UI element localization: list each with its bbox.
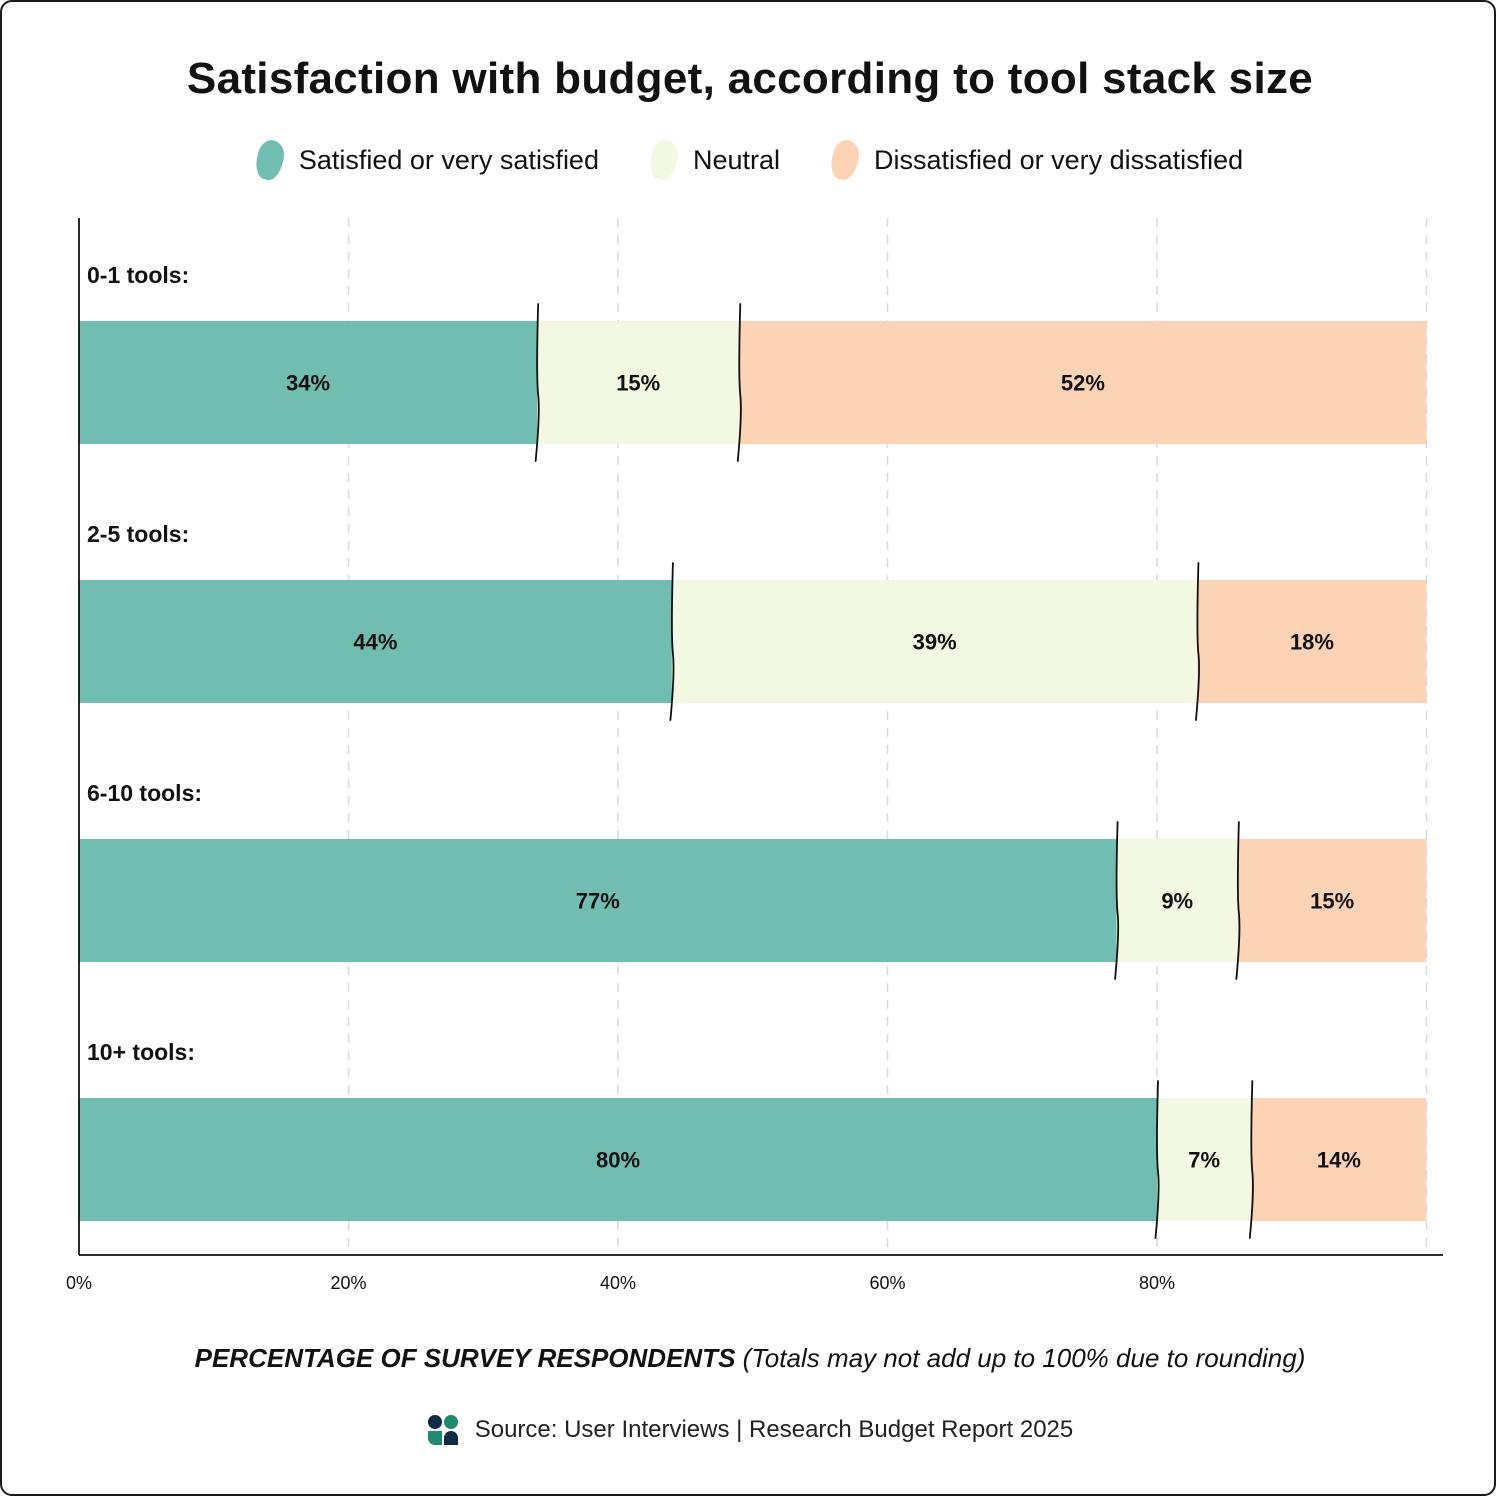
- bar-segment: [79, 580, 672, 703]
- x-tick-label: 20%: [330, 1273, 366, 1293]
- data-label: 15%: [616, 371, 660, 396]
- legend-item-neutral: Neutral: [647, 137, 781, 183]
- segment-divider: [1195, 562, 1200, 721]
- data-label: 52%: [1061, 371, 1105, 396]
- source-line: Source: User Interviews | Research Budge…: [0, 1414, 1500, 1446]
- bar-segment: [79, 839, 1117, 962]
- legend-label-dissatisfied: Dissatisfied or very dissatisfied: [874, 144, 1244, 175]
- bar-segment: [79, 1098, 1157, 1221]
- x-axis-caption: PERCENTAGE OF SURVEY RESPONDENTS (Totals…: [0, 1343, 1500, 1374]
- segment-divider: [1235, 821, 1241, 980]
- data-label: 18%: [1290, 630, 1334, 655]
- bar-segment: [1251, 1098, 1427, 1221]
- legend: Satisfied or very satisfied Neutral Diss…: [0, 137, 1500, 183]
- segment-divider: [1114, 821, 1120, 980]
- data-label: 34%: [286, 371, 330, 396]
- segment-divider: [736, 303, 742, 462]
- chart-title: Satisfaction with budget, according to t…: [186, 54, 1314, 103]
- category-label: 10+ tools:: [87, 1039, 195, 1065]
- bar-segment: [79, 321, 538, 444]
- legend-item-dissatisfied: Dissatisfied or very dissatisfied: [828, 137, 1244, 183]
- category-label: 0-1 tools:: [87, 262, 189, 288]
- bar-segment: [537, 321, 740, 444]
- legend-label-neutral: Neutral: [692, 144, 781, 175]
- category-label: 6-10 tools:: [87, 780, 202, 806]
- x-axis-note: (Totals may not add up to 100% due to ro…: [742, 1343, 1306, 1373]
- data-label: 7%: [1188, 1148, 1220, 1173]
- data-label: 39%: [913, 630, 957, 655]
- bar-segment: [671, 580, 1198, 703]
- source-text: Source: User Interviews | Research Budge…: [474, 1416, 1074, 1443]
- legend-label-satisfied: Satisfied or very satisfied: [298, 144, 599, 175]
- data-label: 80%: [596, 1148, 640, 1173]
- bar-segment: [1237, 839, 1427, 962]
- bar-segment: [739, 321, 1427, 444]
- x-tick-label: 60%: [869, 1273, 905, 1293]
- segment-divider: [1248, 1080, 1254, 1239]
- x-tick-label: 0%: [66, 1273, 92, 1293]
- user-interviews-logo-icon: [427, 1415, 458, 1445]
- x-tick-label: 40%: [600, 1273, 636, 1293]
- bar-segment: [1197, 580, 1427, 703]
- data-label: 9%: [1161, 889, 1193, 914]
- legend-item-satisfied: Satisfied or very satisfied: [252, 137, 599, 183]
- segment-divider: [669, 562, 675, 721]
- segment-divider: [1154, 1080, 1160, 1239]
- x-tick-label: 80%: [1139, 1273, 1175, 1293]
- data-label: 44%: [353, 630, 397, 655]
- category-label: 2-5 tools:: [87, 521, 189, 547]
- data-label: 14%: [1317, 1148, 1361, 1173]
- data-label: 77%: [576, 889, 620, 914]
- x-axis-title: PERCENTAGE OF SURVEY RESPONDENTS: [194, 1343, 736, 1373]
- bar-segment: [1157, 1098, 1252, 1221]
- segment-divider: [534, 303, 540, 462]
- data-label: 15%: [1310, 889, 1354, 914]
- bar-segment: [1116, 839, 1238, 962]
